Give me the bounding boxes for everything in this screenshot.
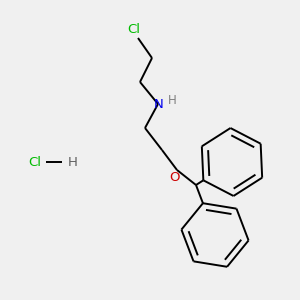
Text: Cl: Cl xyxy=(28,155,41,169)
Text: Cl: Cl xyxy=(128,23,140,36)
Text: O: O xyxy=(170,171,180,184)
Text: N: N xyxy=(154,98,164,110)
Text: H: H xyxy=(168,94,176,106)
Text: H: H xyxy=(68,155,78,169)
